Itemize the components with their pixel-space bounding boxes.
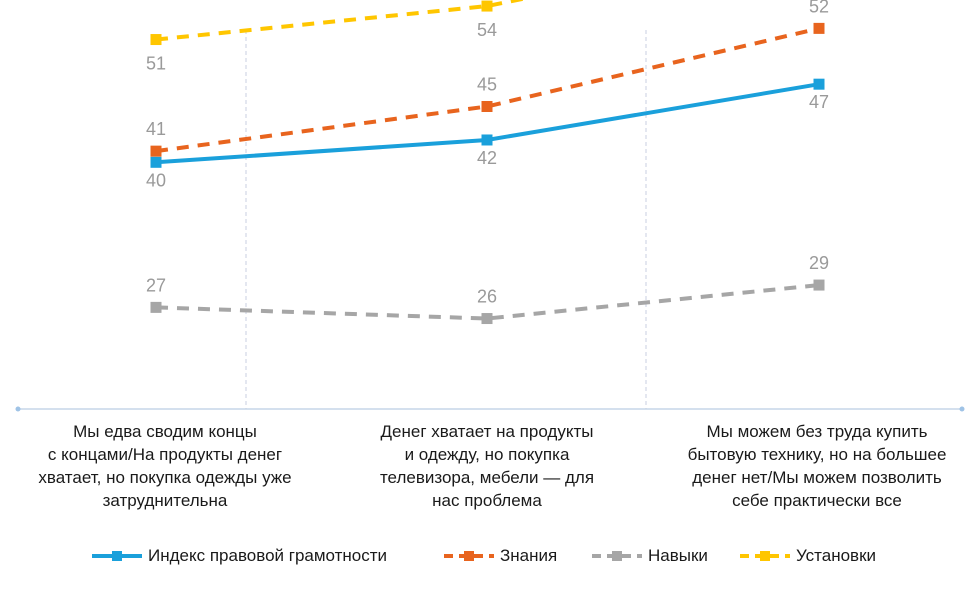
legend-item: Индекс правовой грамотности (92, 540, 387, 572)
legend-label: Установки (796, 546, 877, 565)
data-label: 27 (146, 275, 166, 295)
legend-label: Знания (500, 546, 558, 565)
legend-label: Индекс правовой грамотности (148, 546, 388, 565)
data-label: 29 (809, 253, 829, 273)
legend-item: Навыки (592, 540, 708, 572)
x-axis-start-cap (15, 406, 21, 412)
data-label: 52 (809, 0, 829, 16)
series-line (155, 283, 820, 321)
legend-swatch (444, 551, 494, 561)
data-point (481, 101, 493, 112)
category-label: Мы можем без труда купить бытовую техник… (687, 422, 947, 510)
data-point (150, 34, 162, 46)
legend-swatch (740, 551, 790, 561)
data-label: 51 (146, 54, 166, 74)
data-label: 54 (477, 20, 497, 40)
series-line (155, 0, 528, 42)
data-point (813, 22, 825, 34)
category-label: Мы едва сводим концы с концами/На продук… (38, 422, 292, 510)
data-point (813, 279, 825, 291)
data-point (150, 156, 162, 168)
data-label: 45 (477, 75, 497, 95)
data-point (481, 0, 493, 12)
legend-item: Знания (444, 540, 557, 572)
data-point (813, 78, 825, 90)
legend-swatch (592, 551, 642, 561)
data-label: 40 (146, 170, 166, 190)
legend-swatch (92, 551, 142, 561)
series-line (155, 26, 820, 154)
legend-item: Установки (740, 540, 876, 572)
legend: Индекс правовой грамотности Знания Навык… (0, 540, 979, 572)
data-point (150, 301, 162, 313)
data-point (481, 313, 493, 325)
data-label: 47 (809, 92, 829, 112)
category-label: Денег хватает на продукты и одежду, но п… (379, 422, 595, 510)
legend-label: Навыки (648, 546, 708, 565)
data-label: 41 (146, 119, 166, 139)
data-point (481, 134, 493, 146)
data-label: 26 (477, 287, 497, 307)
x-axis-end-cap (959, 406, 965, 412)
data-point (150, 145, 162, 157)
series-layer: 404247414552272629515460 (146, 0, 829, 325)
data-label: 42 (477, 148, 497, 168)
